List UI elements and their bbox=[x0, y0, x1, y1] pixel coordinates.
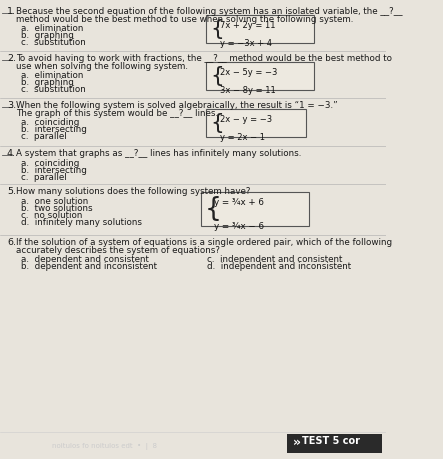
FancyBboxPatch shape bbox=[206, 62, 315, 90]
FancyBboxPatch shape bbox=[201, 192, 309, 226]
Text: c.  independent and consistent: c. independent and consistent bbox=[207, 255, 343, 264]
Text: A system that graphs as __?__ lines has infinitely many solutions.: A system that graphs as __?__ lines has … bbox=[16, 149, 301, 158]
Text: {: { bbox=[210, 19, 224, 39]
Text: a.  dependent and consistent: a. dependent and consistent bbox=[21, 255, 149, 264]
Text: {: { bbox=[205, 196, 222, 222]
FancyBboxPatch shape bbox=[287, 433, 382, 453]
Text: a.  coinciding: a. coinciding bbox=[21, 118, 79, 127]
Text: If the solution of a system of equations is a single ordered pair, which of the : If the solution of a system of equations… bbox=[16, 238, 392, 247]
Text: 5.: 5. bbox=[7, 187, 16, 196]
Text: c.  no solution: c. no solution bbox=[21, 211, 82, 220]
Text: y = ¾x − 6: y = ¾x − 6 bbox=[214, 222, 264, 231]
Text: TEST 5 cor: TEST 5 cor bbox=[302, 436, 360, 446]
Text: »: » bbox=[293, 436, 301, 449]
Text: use when solving the following system.: use when solving the following system. bbox=[16, 62, 188, 71]
FancyBboxPatch shape bbox=[206, 109, 306, 137]
FancyBboxPatch shape bbox=[206, 15, 315, 43]
Text: c.  parallel: c. parallel bbox=[21, 132, 66, 141]
Text: To avoid having to work with fractions, the __?__ method would be the best metho: To avoid having to work with fractions, … bbox=[16, 54, 392, 63]
Text: 1.: 1. bbox=[7, 7, 16, 16]
Text: b.  two solutions: b. two solutions bbox=[21, 204, 93, 213]
Text: y = 2x − 1: y = 2x − 1 bbox=[219, 133, 264, 142]
Text: a.  coinciding: a. coinciding bbox=[21, 159, 79, 168]
Text: {: { bbox=[210, 113, 224, 133]
Text: a.  elimination: a. elimination bbox=[21, 24, 83, 33]
Text: y = −3x + 4: y = −3x + 4 bbox=[219, 39, 272, 48]
Text: 3.: 3. bbox=[7, 101, 16, 110]
Text: 7x + 2y = 11: 7x + 2y = 11 bbox=[219, 21, 275, 30]
Text: 6.: 6. bbox=[7, 238, 16, 247]
Text: 2x − 5y = −3: 2x − 5y = −3 bbox=[219, 68, 277, 77]
Text: How many solutions does the following system have?: How many solutions does the following sy… bbox=[16, 187, 250, 196]
Text: c.  substitution: c. substitution bbox=[21, 85, 85, 94]
Text: 2x − y = −3: 2x − y = −3 bbox=[219, 115, 272, 124]
Text: y = ¾x + 6: y = ¾x + 6 bbox=[214, 198, 264, 207]
Text: a.  elimination: a. elimination bbox=[21, 71, 83, 80]
Text: 3x − 8y = 11: 3x − 8y = 11 bbox=[219, 86, 275, 95]
Text: {: { bbox=[210, 66, 224, 86]
Text: b.  intersecting: b. intersecting bbox=[21, 125, 87, 134]
Text: a.  one solution: a. one solution bbox=[21, 197, 88, 206]
Text: d.  infinitely many solutions: d. infinitely many solutions bbox=[21, 218, 142, 227]
Text: The graph of this system would be __?__ lines.: The graph of this system would be __?__ … bbox=[16, 109, 218, 118]
Text: noitulos fo noitulos edt  •  |  8: noitulos fo noitulos edt • | 8 bbox=[52, 443, 157, 450]
Text: c.  parallel: c. parallel bbox=[21, 173, 66, 182]
Text: 2.: 2. bbox=[7, 54, 16, 63]
Text: b.  intersecting: b. intersecting bbox=[21, 166, 87, 175]
Text: 4.: 4. bbox=[7, 149, 16, 158]
Text: c.  substitution: c. substitution bbox=[21, 38, 85, 47]
Text: Because the second equation of the following system has an isolated variable, th: Because the second equation of the follo… bbox=[16, 7, 402, 16]
Text: b.  dependent and inconsistent: b. dependent and inconsistent bbox=[21, 262, 157, 271]
Text: b.  graphing: b. graphing bbox=[21, 31, 74, 40]
Text: b.  graphing: b. graphing bbox=[21, 78, 74, 87]
Text: When the following system is solved algebraically, the result is “1 = −3.”: When the following system is solved alge… bbox=[16, 101, 337, 110]
Text: d.  independent and inconsistent: d. independent and inconsistent bbox=[207, 262, 351, 271]
Text: method would be the best method to use when solving the following system.: method would be the best method to use w… bbox=[16, 15, 353, 24]
Text: accurately describes the system of equations?: accurately describes the system of equat… bbox=[16, 246, 220, 255]
